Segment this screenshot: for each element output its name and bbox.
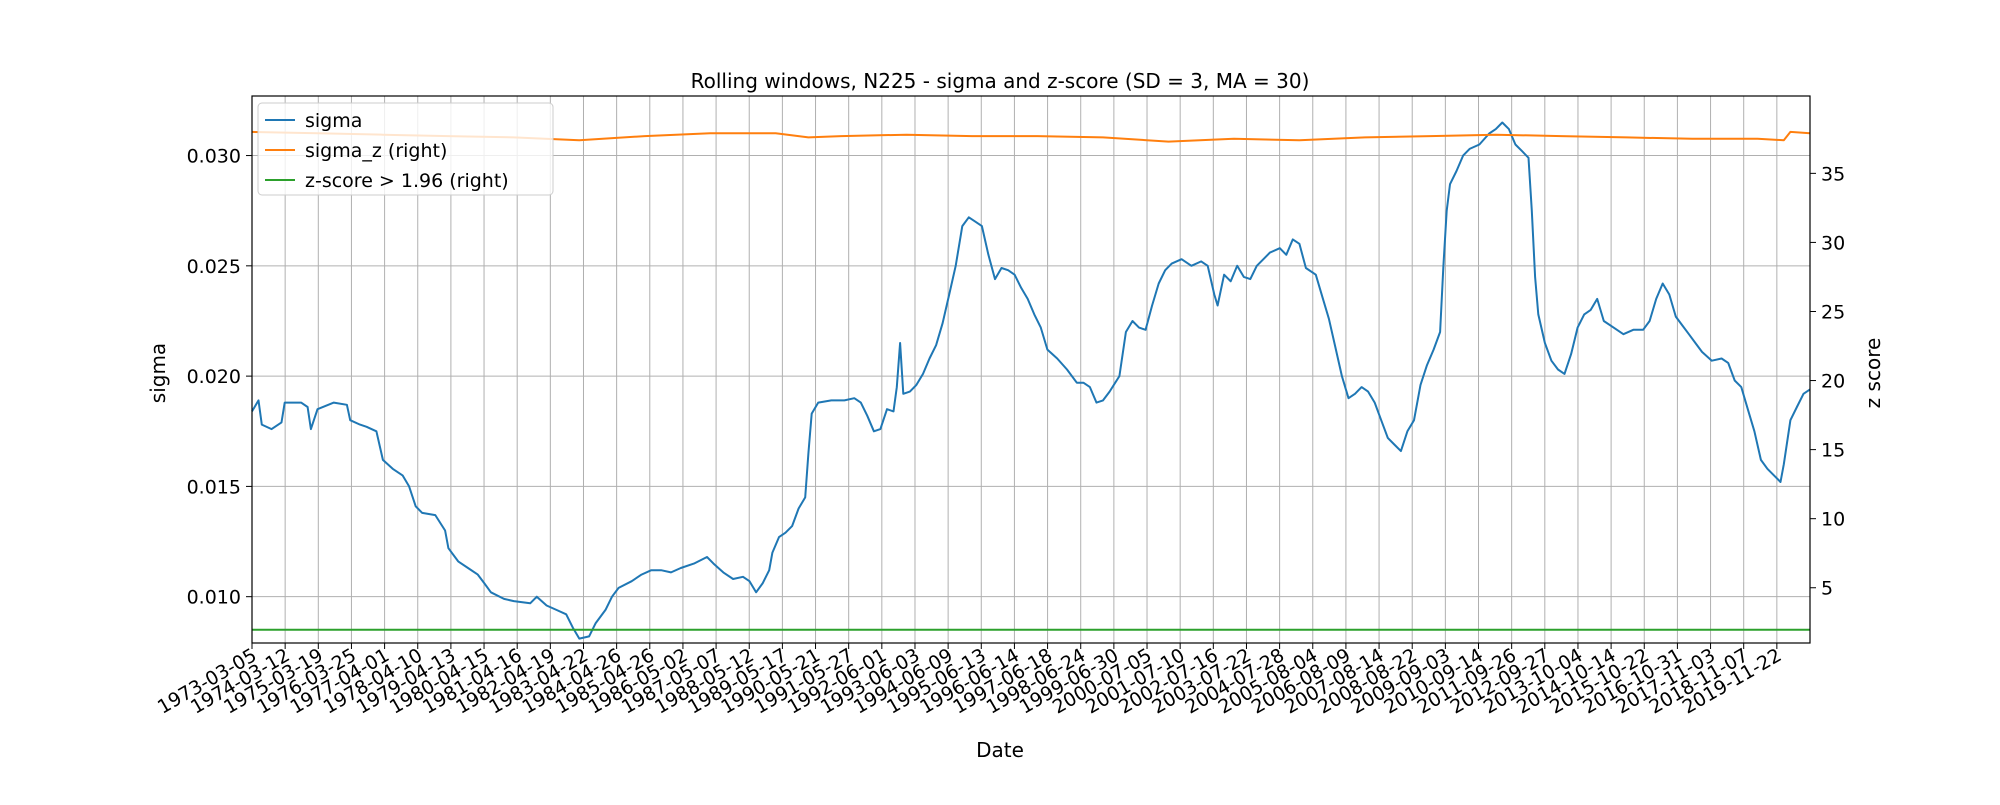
- plot-frame: [251, 95, 1811, 644]
- right-y-tick-label: 10: [1821, 509, 1845, 531]
- right-y-tick-label: 35: [1821, 163, 1845, 185]
- y-tick-label: 0.025: [187, 256, 241, 278]
- legend-label-z-threshold: z-score > 1.96 (right): [305, 170, 509, 192]
- axes: 1973-03-051974-03-121975-03-191976-03-25…: [154, 146, 1845, 719]
- right-y-tick-label: 20: [1821, 371, 1845, 393]
- y-tick-label: 0.010: [187, 587, 241, 609]
- sigma-line: [251, 121, 1811, 640]
- right-y-tick-label: 15: [1821, 440, 1845, 462]
- legend: sigma sigma_z (right) z-score > 1.96 (ri…: [257, 102, 554, 196]
- legend-label-sigma: sigma: [305, 110, 362, 132]
- chart-title: Rolling windows, N225 - sigma and z-scor…: [691, 69, 1310, 93]
- legend-label-sigma-z: sigma_z (right): [305, 140, 447, 162]
- y-tick-label: 0.020: [187, 366, 241, 388]
- y-tick-label: 0.030: [187, 146, 241, 168]
- right-y-axis-label: z score: [1861, 338, 1885, 409]
- y-tick-label: 0.015: [187, 476, 241, 498]
- y-axis-label: sigma: [146, 343, 170, 403]
- right-y-tick-label: 5: [1821, 578, 1833, 600]
- right-y-tick-label: 25: [1821, 301, 1845, 323]
- x-axis-label: Date: [976, 738, 1024, 762]
- legend-box: [257, 102, 554, 196]
- right-y-tick-label: 30: [1821, 232, 1845, 254]
